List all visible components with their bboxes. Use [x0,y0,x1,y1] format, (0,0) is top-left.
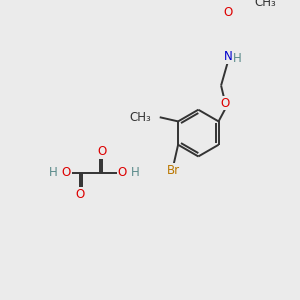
Text: H: H [131,166,140,179]
Text: CH₃: CH₃ [130,111,152,124]
Text: H: H [232,52,241,65]
Text: H: H [50,166,58,179]
Text: Br: Br [167,164,181,177]
Text: N: N [224,50,232,63]
Text: O: O [220,97,230,110]
Text: CH₃: CH₃ [254,0,276,9]
Text: O: O [223,6,232,19]
Text: O: O [98,145,107,158]
Text: O: O [62,166,71,179]
Text: O: O [118,166,127,179]
Text: O: O [75,188,84,201]
